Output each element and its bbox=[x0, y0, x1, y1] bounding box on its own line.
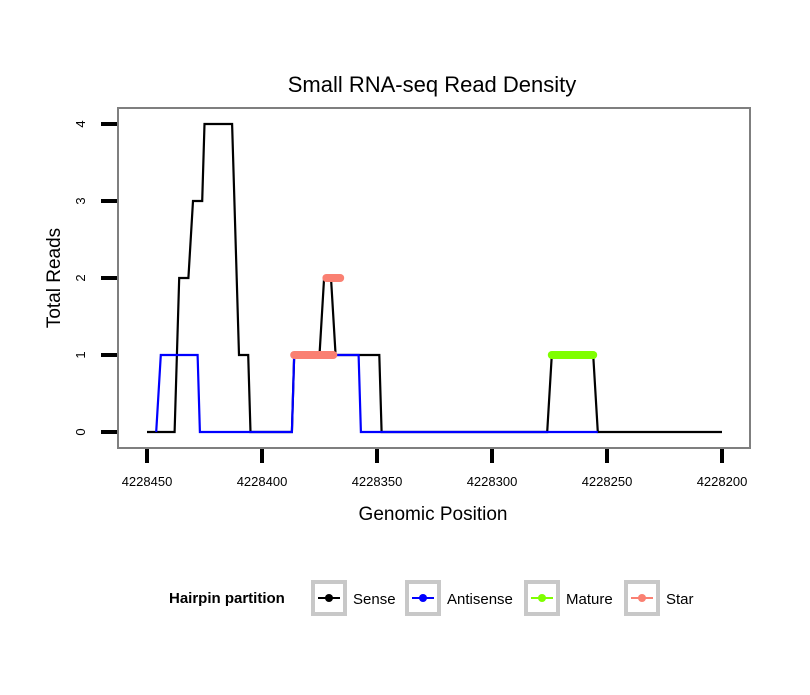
mature-legend-label: Mature bbox=[566, 591, 613, 608]
x-tick-label: 4228250 bbox=[582, 474, 633, 489]
x-tick-label: 4228400 bbox=[237, 474, 288, 489]
series-layer bbox=[147, 122, 722, 434]
y-tick-label: 4 bbox=[73, 120, 88, 127]
x-tick-label: 4228300 bbox=[467, 474, 518, 489]
antisense-legend-dot bbox=[419, 594, 427, 602]
x-tick-label: 4228450 bbox=[122, 474, 173, 489]
y-tick-label: 2 bbox=[73, 274, 88, 281]
x-tick-label: 4228350 bbox=[352, 474, 403, 489]
sense-legend-dot bbox=[325, 594, 333, 602]
y-tick-label: 0 bbox=[73, 428, 88, 435]
mature-legend-dot bbox=[538, 594, 546, 602]
axis-layer: 4228450 4228400 4228350 4228300 4228250 42282… bbox=[73, 120, 747, 489]
plot-border bbox=[117, 107, 751, 449]
y-tick-label: 1 bbox=[73, 351, 88, 358]
star-legend-label: Star bbox=[666, 591, 694, 608]
antisense-legend-label: Antisense bbox=[447, 591, 513, 608]
sense-legend-label: Sense bbox=[353, 591, 396, 608]
x-tick-label: 4228200 bbox=[697, 474, 748, 489]
x-axis-label: Genomic Position bbox=[359, 504, 508, 525]
y-tick-label: 3 bbox=[73, 197, 88, 204]
legend-layer: Hairpin partition Sense Antisense Mature Sta… bbox=[169, 580, 694, 616]
star-legend-dot bbox=[638, 594, 646, 602]
antisense-series-line bbox=[155, 353, 598, 434]
legend-title: Hairpin partition bbox=[169, 590, 285, 607]
chart-title: Small RNA-seq Read Density bbox=[288, 72, 577, 97]
y-axis-label: Total Reads bbox=[44, 228, 65, 328]
plot-frame-layer bbox=[117, 107, 751, 449]
plot-background bbox=[118, 108, 750, 448]
